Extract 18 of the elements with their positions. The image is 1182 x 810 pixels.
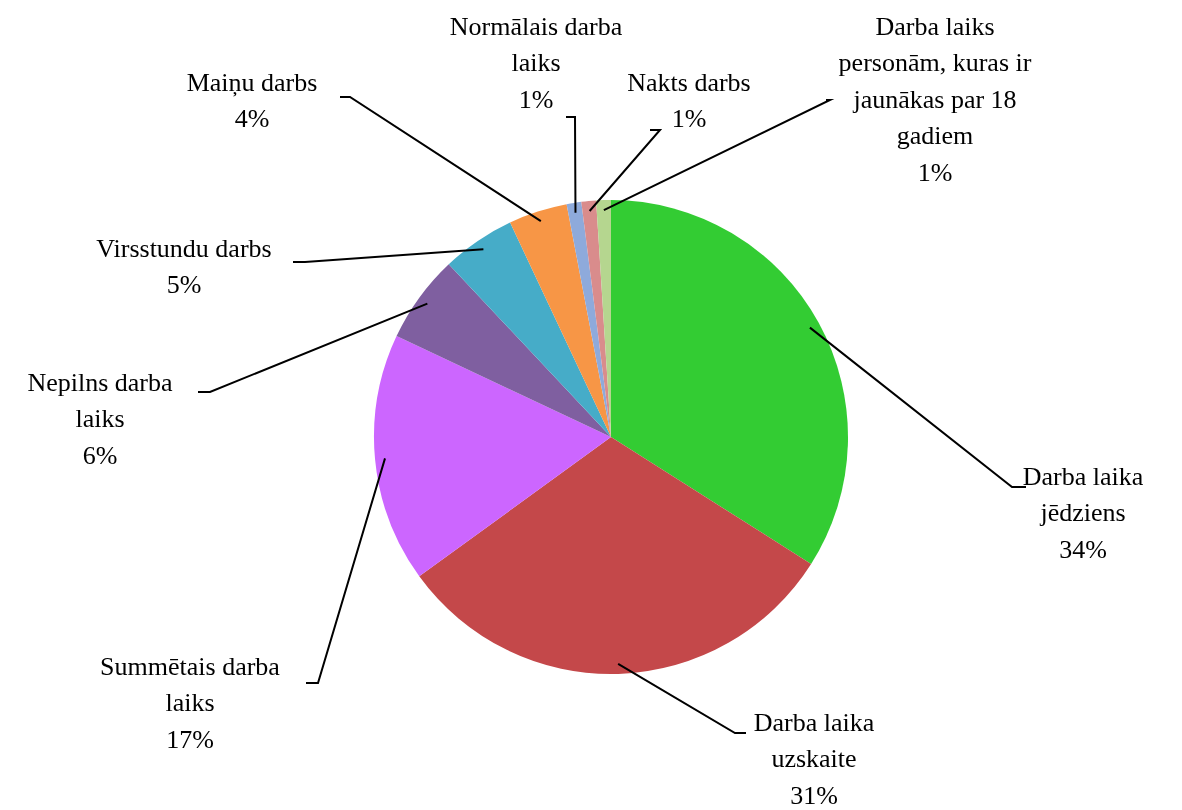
data-label: 6% [82, 440, 118, 470]
data-label: 4% [234, 104, 270, 134]
slice-label: Nakts darbs [627, 67, 751, 97]
slice-label: Darba laika uzskaite [753, 707, 875, 774]
slice-label: Darba laiks personām, kuras ir jaunākas par 18 gadiem [838, 11, 1032, 151]
slice-label: Nepilns darba laiks [27, 367, 174, 434]
slice-label: Virsstundu darbs [96, 233, 272, 263]
data-label: 1% [671, 104, 707, 134]
data-label: 31% [790, 780, 838, 810]
data-label: 17% [166, 724, 214, 754]
data-label: 5% [166, 270, 202, 300]
slice-label: Normālais darba laiks [449, 11, 623, 78]
slice-label: Darba laika jēdziens [1022, 461, 1144, 528]
data-label: 1% [917, 157, 953, 187]
slice-label: Summētais darba laiks [100, 651, 281, 718]
data-label: 1% [518, 84, 554, 114]
slice-label: Maiņu darbs [186, 67, 318, 97]
data-label: 34% [1059, 534, 1107, 564]
